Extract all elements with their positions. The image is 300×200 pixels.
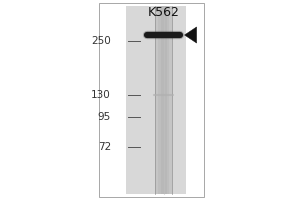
Bar xyxy=(155,6,172,194)
Bar xyxy=(126,6,186,194)
Text: 250: 250 xyxy=(91,36,111,46)
Bar xyxy=(160,6,166,194)
Text: K562: K562 xyxy=(148,6,179,19)
Text: 130: 130 xyxy=(91,90,111,100)
Polygon shape xyxy=(184,27,197,43)
Bar xyxy=(158,6,169,194)
Text: 95: 95 xyxy=(98,112,111,122)
Bar xyxy=(99,3,204,197)
Text: 72: 72 xyxy=(98,142,111,152)
